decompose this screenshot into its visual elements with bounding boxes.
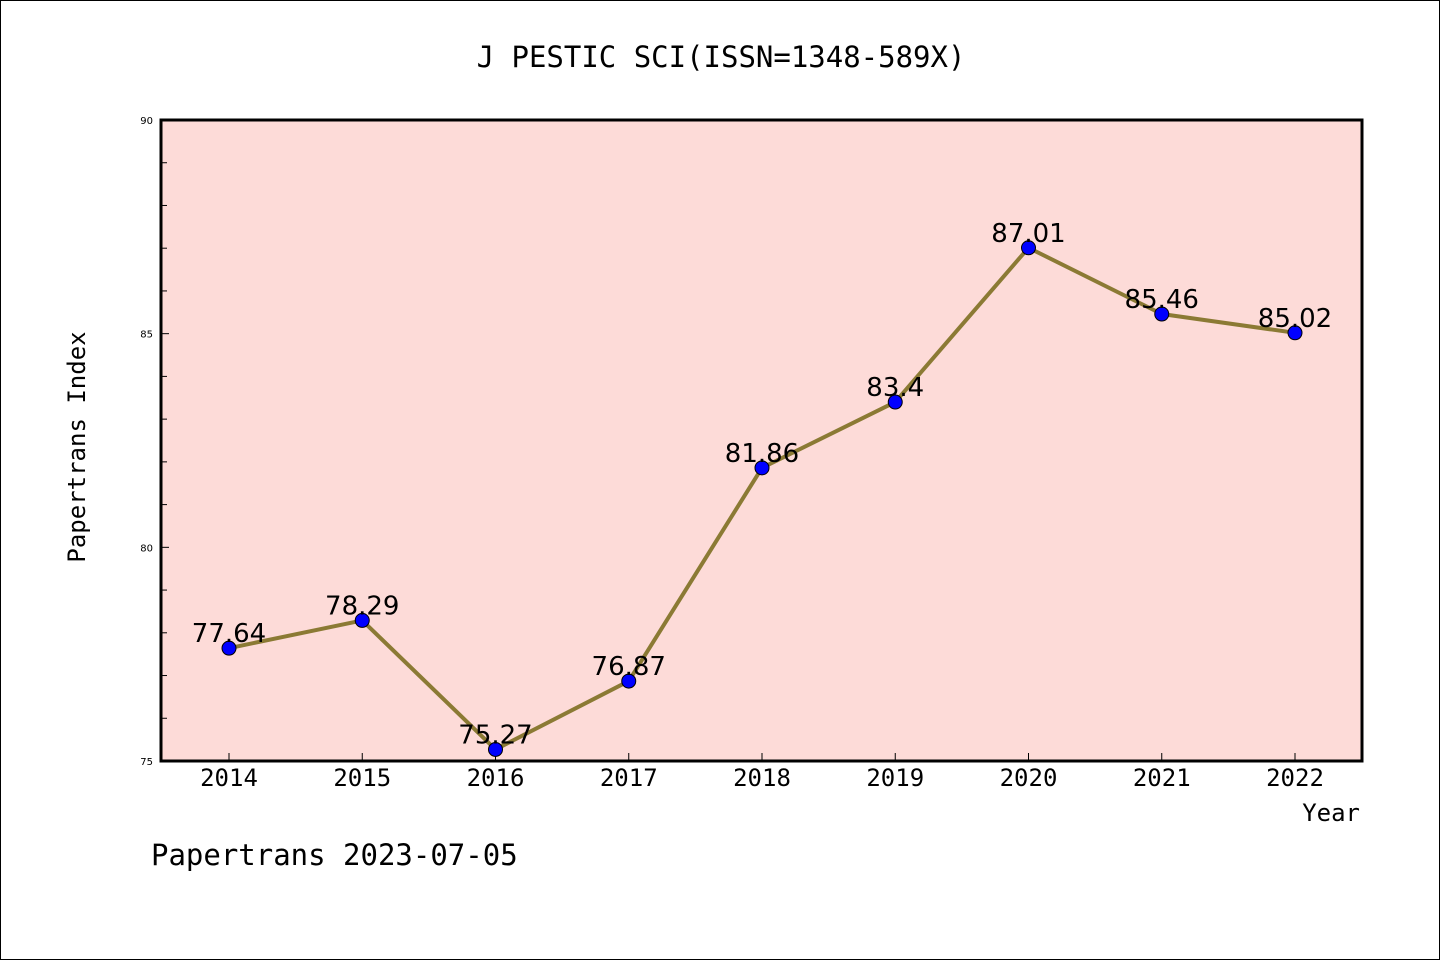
y-axis-title: Papertrans Index [63,331,91,562]
data-point [221,640,237,656]
plot-area [161,120,1362,761]
data-point [754,460,770,476]
x-tick-label: 2021 [1133,764,1191,792]
data-label: 77.64 [192,619,266,649]
data-label: 75.27 [458,720,532,750]
x-axis-title: Year [1302,799,1360,827]
x-axis-ticks: 2014 2015 2016 2017 2018 2019 2020 2021 2022 [200,753,1324,792]
x-tick-label: 2016 [467,764,525,792]
x-tick-label: 2014 [200,764,258,792]
data-point [887,394,903,410]
data-label: 85.46 [1125,285,1199,315]
x-tick-label: 2018 [733,764,791,792]
series-markers [221,240,1303,757]
data-labels: 77.64 78.29 75.27 76.87 81.86 83.4 87.01 85.46 8… [192,219,1332,751]
data-label: 76.87 [592,652,666,682]
x-tick-label: 2020 [1000,764,1058,792]
data-label: 81.86 [725,439,799,469]
data-point [1287,325,1303,341]
data-point [1021,240,1036,256]
data-point [621,673,637,689]
data-point [488,741,503,757]
plot-border [159,118,1364,763]
data-point [1154,306,1170,322]
x-tick-label: 2019 [866,764,924,792]
y-tick-label: 80 [140,543,153,554]
data-label: 78.29 [325,591,399,621]
data-point [354,612,370,628]
data-label: 85.02 [1258,304,1332,334]
x-tick-label: 2022 [1266,764,1324,792]
y-tick-label: 90 [140,116,153,127]
x-tick-label: 2015 [333,764,391,792]
data-label: 83.4 [866,373,924,403]
y-tick-label: 75 [140,757,153,768]
x-tick-label: 2017 [600,764,658,792]
y-tick-label: 85 [140,330,153,341]
data-label: 87.01 [991,219,1065,249]
chart-title: J PESTIC SCI(ISSN=1348-589X) [477,40,966,74]
footer-caption: Papertrans 2023-07-05 [151,838,518,872]
